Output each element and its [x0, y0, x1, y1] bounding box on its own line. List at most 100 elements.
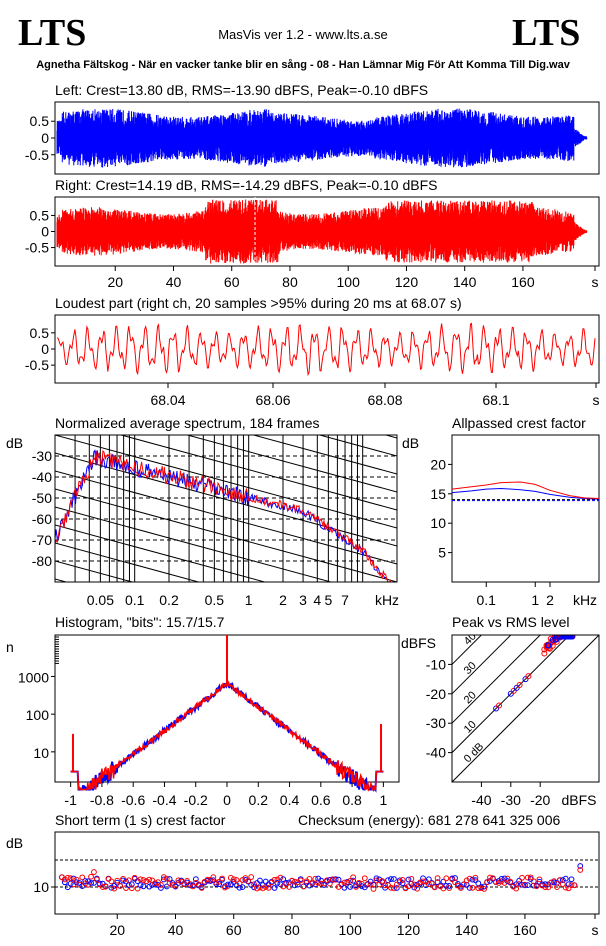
shortterm-left-point: [466, 884, 473, 891]
shortterm-right-point: [128, 885, 135, 892]
peakrms-x-tick-label: -20: [530, 792, 550, 808]
shortterm-x-tick-label: 20: [109, 922, 125, 938]
shortterm-right-point: [289, 877, 295, 884]
shortterm-left-point: [347, 884, 354, 890]
shortterm-right-point: [332, 876, 339, 883]
shortterm-left-point: [341, 884, 348, 891]
peakrms-diag-line: [452, 635, 599, 782]
shortterm-left-point: [61, 879, 68, 886]
shortterm-right-point: [492, 878, 499, 885]
shortterm-right-point: [324, 877, 330, 884]
allpass-x-tick-label: 1: [531, 592, 539, 608]
shortterm-right-point: [306, 875, 313, 882]
shortterm-right-point: [408, 876, 415, 882]
shortterm-left-point: [88, 880, 94, 886]
peakrms-left-point: [563, 635, 570, 640]
shortterm-right-point: [347, 877, 354, 884]
shortterm-right-point: [452, 879, 458, 886]
shortterm-right-point: [64, 874, 71, 881]
spectrum-grid-diag: [55, 488, 397, 582]
shortterm-right-point: [233, 877, 240, 883]
peakrms-diag-label: 0 dB: [462, 741, 486, 765]
shortterm-right-point: [501, 880, 508, 886]
spectrum-grid-diag: [317, 435, 397, 457]
shortterm-right-point: [382, 882, 389, 889]
shortterm-left-point: [446, 883, 453, 889]
shortterm-left-point: [257, 877, 263, 884]
peakrms-xlabel: dBFS: [561, 792, 596, 808]
right-x-tick-label: s: [592, 274, 599, 290]
shortterm-right-point: [533, 883, 540, 890]
allpass-left-line: [451, 487, 600, 500]
shortterm-right-point: [524, 874, 531, 881]
spectrum-grid-diag: [55, 542, 201, 582]
right-y-tick-label: -0.5: [25, 240, 49, 256]
shortterm-left-point: [67, 880, 74, 887]
app-title: MasVis ver 1.2 - www.lts.a.se: [218, 27, 388, 42]
histogram-x-tick-label: -1: [64, 792, 77, 808]
right-title: Right: Crest=14.19 dB, RMS=-14.29 dBFS, …: [55, 177, 437, 193]
shortterm-right-point: [530, 878, 537, 885]
shortterm-right-point: [158, 882, 164, 888]
peakrms-left-point: [567, 635, 574, 640]
shortterm-left-point: [239, 884, 246, 891]
shortterm-left-point: [146, 883, 153, 890]
shortterm-right-point: [169, 881, 176, 888]
shortterm-right-point: [111, 885, 118, 892]
shortterm-right-point: [198, 885, 205, 891]
spectrum-xlabel: kHz: [375, 592, 399, 608]
shortterm-x-tick-label: 80: [284, 922, 300, 938]
right-waveform-chart: 0.50-0.5 20 40 60 80 100 120 140 160 s: [25, 196, 600, 290]
shortterm-right-point: [513, 885, 520, 892]
peakrms-diag-label: 20: [462, 689, 479, 706]
right-x-tick-label: 100: [337, 274, 361, 290]
histogram-x-tick-label: 1: [379, 792, 387, 808]
spectrum-grid-diag: [55, 524, 267, 582]
logo-right: LTS: [512, 12, 580, 54]
shortterm-right-point: [367, 881, 374, 888]
histogram-x-tick-label: 0.4: [280, 792, 300, 808]
shortterm-left-point: [79, 883, 86, 889]
shortterm-right-point: [519, 874, 525, 881]
peakrms-title: Peak vs RMS level: [452, 614, 569, 630]
shortterm-left-point: [565, 881, 572, 888]
shortterm-left-point: [70, 875, 77, 882]
shortterm-right-point: [91, 869, 97, 875]
peakrms-right-point: [525, 673, 532, 680]
shortterm-right-point: [213, 879, 220, 886]
logo-left: LTS: [18, 12, 86, 54]
shortterm-x-tick-label: 140: [455, 922, 479, 938]
shortterm-right-point: [108, 878, 115, 885]
peakrms-diag-line: [452, 635, 512, 695]
loudest-y-tick-label: 0: [41, 341, 49, 357]
shortterm-right-point: [568, 882, 575, 889]
allpass-x-tick-label: 2: [546, 592, 554, 608]
shortterm-title: Short term (1 s) crest factor: [55, 812, 226, 828]
right-x-tick-label: 120: [395, 274, 419, 290]
shortterm-right-point: [463, 877, 470, 884]
peakrms-ylabel: dBFS: [401, 635, 436, 651]
shortterm-right-point: [469, 884, 476, 891]
shortterm-right-point: [326, 880, 333, 887]
left-signal-line: [56, 108, 588, 168]
spectrum-y-tick-label: -50: [32, 490, 52, 506]
allpass-x-tick-label: 0.1: [477, 592, 497, 608]
peakrms-diag-label: 40: [462, 630, 479, 647]
spectrum-plot-area: [55, 435, 397, 582]
peakrms-y-tick-label: -40: [426, 745, 446, 761]
loudest-part-chart: 0.50-0.5 68.04 68.06 68.08 68.1 s: [25, 314, 600, 408]
loudest-title: Loudest part (right ch, 20 samples >95% …: [55, 295, 462, 311]
shortterm-left-point: [158, 885, 164, 891]
shortterm-right-point: [291, 878, 298, 885]
shortterm-right-point: [472, 874, 479, 881]
shortterm-right-point: [225, 883, 231, 889]
shortterm-right-point: [190, 883, 196, 890]
loudest-y-tick-label: 0.5: [30, 325, 50, 341]
spectrum-y-tick-label: -70: [32, 532, 52, 548]
shortterm-left-point: [516, 877, 523, 884]
checksum: Checksum (energy): 681 278 641 325 006: [298, 812, 560, 828]
shortterm-right-point: [230, 876, 237, 883]
shortterm-right-point: [143, 878, 150, 885]
peakrms-right-point: [541, 650, 548, 657]
shortterm-right-point: [102, 883, 109, 890]
